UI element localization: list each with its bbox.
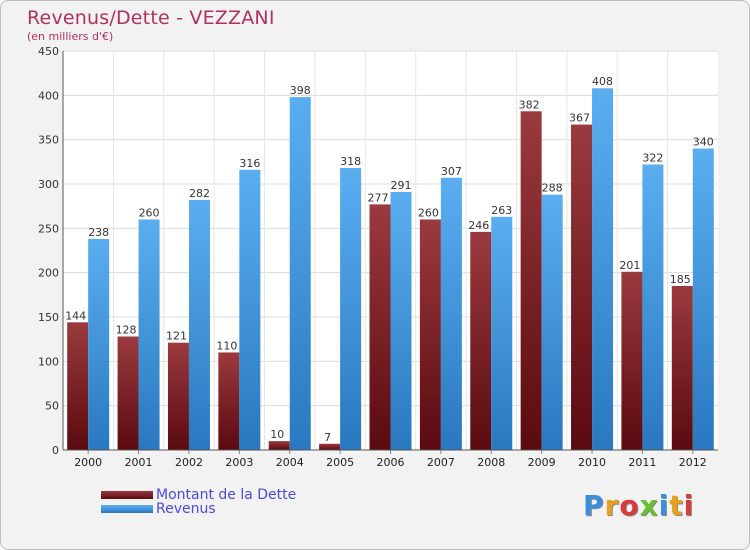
data-label: 185 [670, 273, 691, 286]
bar-dette [369, 204, 391, 450]
data-label: 110 [216, 339, 237, 352]
bar-dette [671, 285, 693, 450]
data-label: 340 [693, 136, 714, 149]
bar-dette [167, 342, 189, 450]
data-label: 128 [116, 324, 137, 337]
legend-swatch-debt [101, 491, 153, 499]
logo-letter: i [658, 489, 670, 522]
data-label: 367 [569, 112, 590, 125]
x-tick-label: 2009 [528, 456, 556, 469]
data-label: 246 [468, 219, 489, 232]
legend-label-debt: Montant de la Dette [156, 487, 297, 503]
logo-letter: t [669, 489, 684, 522]
logo-letter: r [604, 489, 620, 522]
y-tick-label: 250 [38, 222, 59, 235]
bar-dette [268, 441, 290, 450]
bar-revenus [88, 238, 110, 450]
x-tick-label: 2000 [74, 456, 102, 469]
data-label: 291 [391, 179, 412, 192]
data-label: 144 [65, 309, 86, 322]
logo-letter: x [639, 489, 659, 522]
data-label: 408 [592, 75, 613, 88]
bar-revenus [390, 191, 412, 451]
y-tick-label: 0 [52, 444, 59, 457]
bar-revenus [340, 168, 362, 451]
y-tick-label: 100 [38, 355, 59, 368]
data-label: 318 [340, 155, 361, 168]
x-tick-label: 2001 [125, 456, 153, 469]
bar-dette [520, 111, 542, 450]
x-tick-label: 2008 [477, 456, 505, 469]
legend-item-revenus: Revenus [101, 501, 216, 517]
y-tick-label: 400 [38, 89, 59, 102]
data-label: 316 [239, 157, 260, 170]
y-tick-label: 300 [38, 178, 59, 191]
bar-dette [319, 443, 341, 450]
bar-revenus [289, 97, 311, 451]
data-label: 10 [270, 428, 284, 441]
bar-revenus [541, 194, 563, 450]
chart-title: Revenus/Dette - VEZZANI [27, 7, 275, 29]
data-label: 238 [88, 226, 109, 239]
data-label: 307 [441, 165, 462, 178]
bar-revenus [592, 88, 614, 451]
x-tick-label: 2003 [225, 456, 253, 469]
data-label: 398 [290, 84, 311, 97]
data-label: 7 [324, 431, 331, 444]
bar-dette [621, 271, 643, 450]
bar-revenus [692, 148, 714, 451]
bar-dette [470, 231, 492, 450]
x-tick-label: 2004 [276, 456, 304, 469]
x-tick-label: 2006 [377, 456, 405, 469]
data-label: 277 [368, 191, 389, 204]
bar-revenus [239, 169, 261, 450]
logo-letter: P [583, 489, 605, 522]
data-label: 263 [491, 204, 512, 217]
data-label: 260 [139, 206, 160, 219]
bar-dette [67, 322, 89, 450]
y-tick-label: 450 [38, 45, 59, 58]
y-tick-label: 350 [38, 134, 59, 147]
legend-label-revenus: Revenus [156, 501, 216, 517]
proxiti-logo: Proxiti [583, 489, 694, 522]
data-label: 288 [542, 182, 563, 195]
data-label: 121 [166, 330, 187, 343]
data-label: 382 [519, 98, 540, 111]
logo-letter: o [619, 489, 640, 522]
legend-swatch-revenus [101, 505, 153, 513]
labels: 0 50 100 150 200 250 300 350 400 450 144 238 2000 128… [38, 45, 718, 469]
bar-dette [218, 352, 240, 450]
x-tick-label: 2007 [427, 456, 455, 469]
bar-revenus [491, 216, 513, 450]
x-tick-label: 2005 [326, 456, 354, 469]
y-tick-label: 50 [45, 400, 59, 413]
bar-revenus [440, 177, 462, 450]
data-label: 201 [619, 259, 640, 272]
bar-revenus [642, 164, 664, 450]
x-tick-label: 2002 [175, 456, 203, 469]
data-label: 322 [642, 151, 663, 164]
logo-letter: i [683, 489, 695, 522]
y-tick-label: 200 [38, 267, 59, 280]
bar-revenus [188, 199, 210, 450]
x-tick-label: 2010 [578, 456, 606, 469]
x-tick-label: 2011 [628, 456, 656, 469]
data-label: 282 [189, 187, 210, 200]
bar-dette [419, 219, 441, 450]
chart-subtitle: (en milliers d'€) [27, 30, 114, 43]
bar-dette [571, 124, 593, 451]
bar-dette [117, 336, 139, 450]
x-tick-label: 2012 [679, 456, 707, 469]
bar-revenus [138, 219, 160, 450]
data-label: 260 [418, 206, 439, 219]
y-tick-label: 150 [38, 311, 59, 324]
bars [67, 88, 714, 451]
legend-item-debt: Montant de la Dette [101, 487, 297, 503]
